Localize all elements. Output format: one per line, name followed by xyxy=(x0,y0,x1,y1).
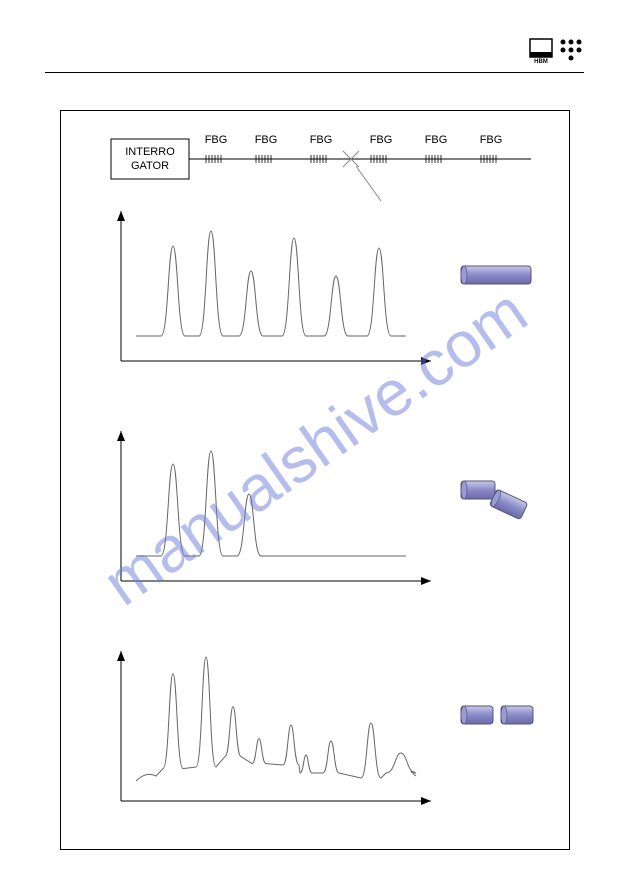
fbg-label: FBG xyxy=(425,134,448,146)
fiber-icon-broken-angled xyxy=(461,481,528,520)
interrogator-label-1: INTERRO xyxy=(125,146,175,158)
fbg-label: FBG xyxy=(310,134,333,146)
chart-1 xyxy=(117,211,431,365)
fbg-label: FBG xyxy=(370,134,393,146)
logo-svg: HBM xyxy=(529,38,584,64)
hbm-logo: HBM xyxy=(529,38,584,69)
content-frame: INTERRO GATOR FBG FBG FBG FBG FBG FBG xyxy=(60,110,570,850)
fiber-icon-intact xyxy=(461,266,531,284)
fbg-label: FBG xyxy=(255,134,278,146)
diagram-svg: INTERRO GATOR FBG FBG FBG FBG FBG FBG xyxy=(61,111,571,851)
interrogator-label-2: GATOR xyxy=(131,160,169,172)
fbg-label: FBG xyxy=(205,134,228,146)
chart-2 xyxy=(117,431,431,585)
fiber-icon-broken-gap xyxy=(461,706,533,724)
chart-3 xyxy=(117,651,431,805)
page: HBM manualshive.com INTERRO GATOR FBGFBG… xyxy=(0,0,629,893)
interrogator-box: INTERRO GATOR xyxy=(111,139,189,179)
logo-text: HBM xyxy=(534,59,548,64)
header-rule xyxy=(45,72,584,73)
fbg-label: FBG xyxy=(480,134,503,146)
